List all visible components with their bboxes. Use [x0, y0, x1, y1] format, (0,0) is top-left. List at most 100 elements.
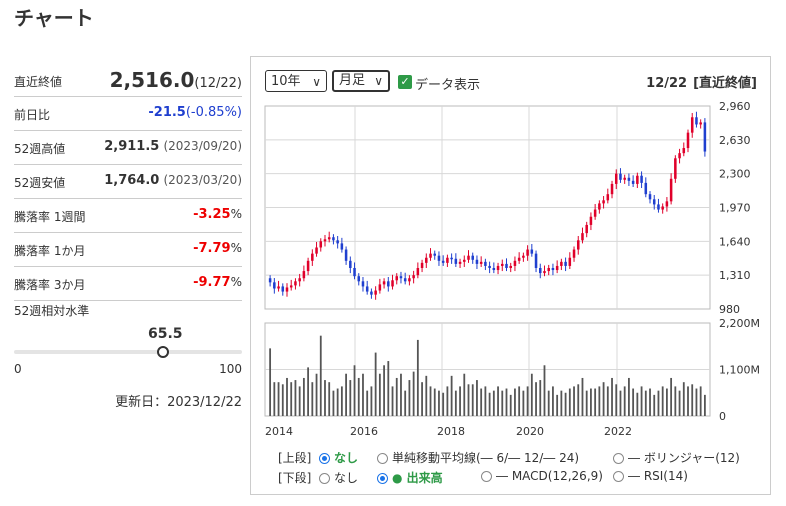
volume-bar: [467, 384, 470, 416]
volume-bar: [332, 390, 335, 416]
volume-bar: [611, 377, 613, 416]
volume-bar: [602, 382, 605, 416]
volume-bar: [484, 386, 487, 416]
candle-body: [403, 278, 407, 282]
candle-body: [327, 237, 331, 240]
candle-body: [437, 255, 441, 261]
lower-macd-option[interactable]: ― MACD(12,26,9): [481, 469, 603, 483]
volume-bar: [391, 386, 394, 416]
candle-body: [471, 255, 474, 260]
level-max: 100: [219, 362, 242, 376]
latest-close-row: 直近終値 2,516.0(12/22): [14, 64, 242, 97]
candle-body: [433, 253, 437, 256]
radio-icon: [319, 473, 330, 484]
candle-body: [513, 260, 517, 266]
volume-bar: [568, 388, 571, 416]
volume-bar: [286, 377, 288, 416]
price-chart: 980 1,310 1,640 1,970 2,300 2,630 2,960 0 1,100M…: [264, 100, 760, 438]
volume-bar: [336, 388, 339, 416]
volume-bar: [590, 388, 592, 416]
volume-bar: [378, 373, 381, 416]
candle-body: [602, 200, 605, 204]
rate1m-row: 騰落率 1か月 -7.79%: [14, 233, 242, 267]
volume-bar: [577, 384, 580, 416]
volume-bar: [501, 390, 504, 416]
candle-body: [560, 261, 563, 266]
candle-body: [631, 180, 635, 184]
candle-body: [522, 255, 525, 258]
level-marker: [157, 346, 170, 358]
volume-bar: [703, 394, 706, 416]
candle-body: [703, 122, 707, 152]
candle-body: [408, 278, 411, 282]
interval-select[interactable]: 月足 ∨: [332, 70, 390, 92]
volume-bar: [632, 388, 635, 416]
volume-bar: [412, 371, 415, 416]
lower-volume-option[interactable]: ● 出来高: [377, 469, 443, 486]
macd-label: ― MACD(12,26,9): [496, 469, 603, 483]
candle-body: [547, 267, 550, 272]
volume-bar: [530, 373, 533, 416]
volume-bar: [408, 380, 411, 416]
data-display-label[interactable]: データ表示: [415, 78, 481, 93]
pct-unit: %: [230, 241, 242, 255]
candle-body: [526, 249, 529, 256]
volume-bar: [387, 361, 390, 416]
header-date: 12/22: [646, 76, 688, 91]
volume-bar: [674, 386, 677, 416]
rsi-label: ― RSI(14): [628, 469, 688, 483]
volume-bar: [560, 390, 563, 416]
volume-y-tick: 0: [719, 410, 726, 423]
candle-body: [589, 216, 593, 225]
lower-none-option[interactable]: なし: [319, 469, 358, 486]
level-min: 0: [14, 362, 22, 376]
candle-body: [538, 267, 542, 274]
updated-date: 更新日：2023/12/22: [115, 395, 242, 410]
candle-body: [412, 275, 415, 279]
volume-bar: [492, 390, 495, 416]
lower-rsi-option[interactable]: ― RSI(14): [613, 469, 688, 483]
candle-body: [551, 267, 555, 271]
candle-body: [463, 259, 466, 262]
candle-body: [294, 281, 297, 286]
candle-body: [281, 286, 285, 292]
volume-bar: [649, 388, 651, 416]
candle-body: [353, 267, 356, 277]
volume-bar: [459, 386, 461, 416]
volume-bar: [581, 377, 584, 416]
volume-bar: [695, 388, 698, 416]
candle-body: [378, 284, 382, 291]
volume-bar: [539, 380, 542, 416]
candle-body: [669, 178, 673, 202]
volume-bar: [395, 377, 398, 416]
rate3m-value: -9.77: [193, 275, 231, 290]
upper-sma-option[interactable]: 単純移動平均線(― 6/― 12/― 24): [377, 449, 579, 466]
candle-body: [416, 267, 420, 276]
volume-label: ● 出来高: [392, 471, 443, 485]
bollinger-label: ― ボリンジャー(12): [628, 451, 740, 465]
candle-body: [674, 158, 677, 179]
candle-body: [682, 148, 686, 154]
volume-bar: [374, 352, 377, 416]
candle-body: [268, 278, 272, 283]
volume-bar: [433, 388, 436, 416]
rate1m-value: -7.79: [193, 241, 231, 256]
volume-bar: [471, 384, 474, 416]
volume-bar: [678, 390, 681, 416]
volume-bar: [518, 386, 521, 416]
volume-y-tick: 1,100M: [719, 364, 760, 377]
candle-body: [446, 257, 449, 263]
change-row: 前日比 -21.5(-0.85%): [14, 97, 242, 131]
data-display-checkbox[interactable]: ✓: [398, 75, 412, 89]
candle-body: [661, 206, 664, 210]
volume-bar: [682, 382, 685, 416]
candle-body: [665, 201, 669, 207]
candle-body: [492, 267, 496, 271]
upper-bollinger-option[interactable]: ― ボリンジャー(12): [613, 449, 740, 466]
rate3m-label: 騰落率 3か月: [14, 278, 86, 292]
volume-bar: [543, 365, 546, 416]
upper-none-option[interactable]: なし: [319, 449, 358, 466]
rate1w-label: 騰落率 1週間: [14, 210, 86, 224]
period-select[interactable]: 10年 ∨: [265, 70, 327, 92]
low52-date: (2023/03/20): [163, 173, 242, 187]
